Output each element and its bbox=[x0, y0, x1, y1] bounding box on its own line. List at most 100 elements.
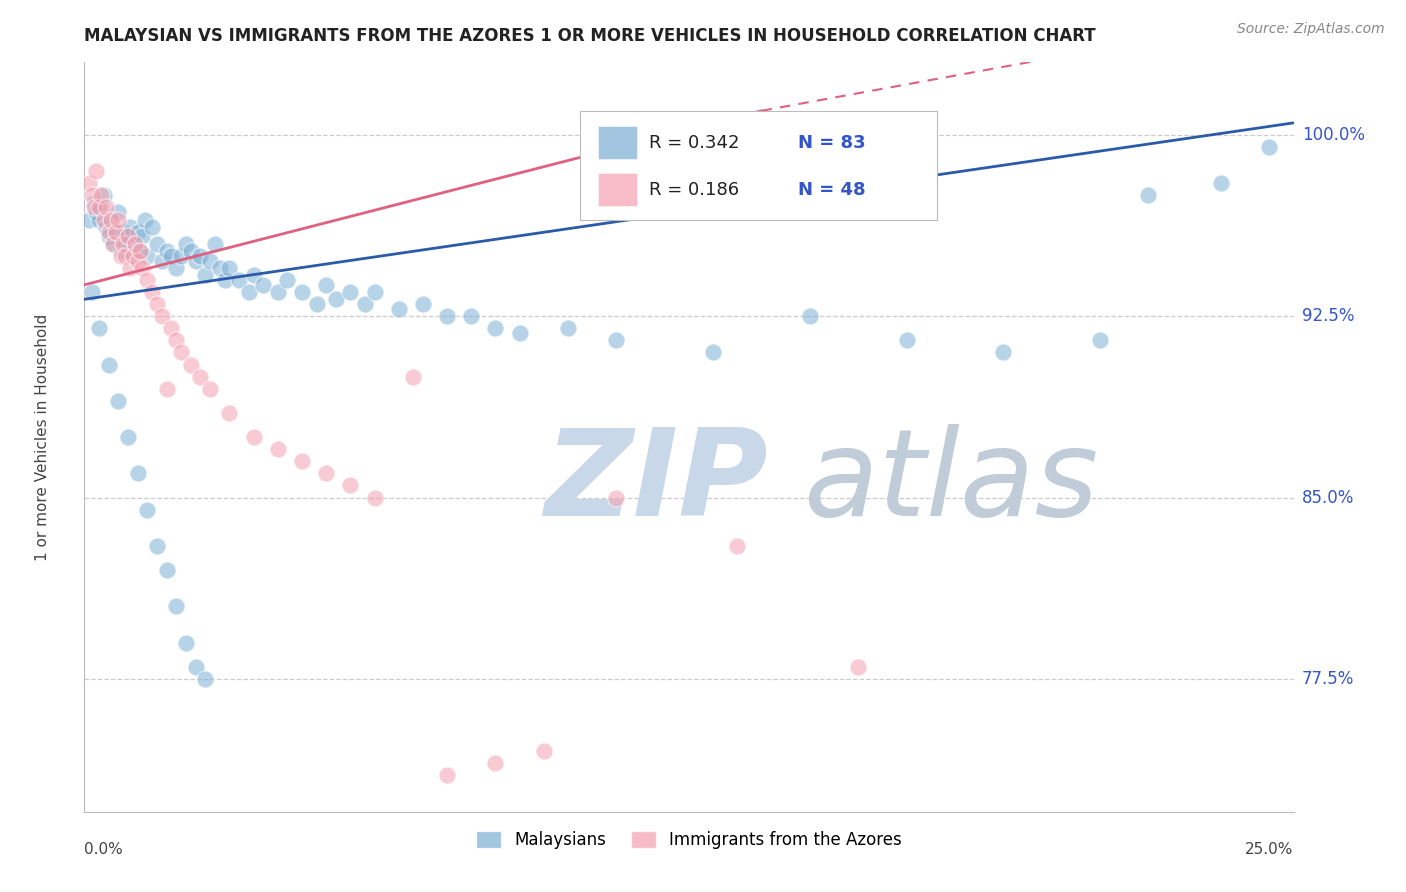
Point bbox=[208, 260, 231, 275]
Point bbox=[170, 345, 193, 359]
Point bbox=[134, 212, 156, 227]
Point bbox=[165, 599, 187, 614]
Point bbox=[90, 201, 112, 215]
Point bbox=[100, 212, 122, 227]
Point bbox=[354, 297, 377, 311]
Point bbox=[129, 244, 152, 258]
FancyBboxPatch shape bbox=[599, 126, 637, 159]
Point bbox=[87, 201, 110, 215]
Point bbox=[174, 236, 197, 251]
Point bbox=[141, 219, 163, 234]
Point bbox=[107, 393, 129, 408]
Point bbox=[204, 236, 226, 251]
Point bbox=[100, 212, 122, 227]
Point bbox=[104, 225, 127, 239]
Point bbox=[198, 382, 221, 396]
Point bbox=[86, 205, 108, 219]
Text: 100.0%: 100.0% bbox=[1302, 126, 1365, 144]
Point bbox=[127, 253, 149, 268]
Point bbox=[165, 334, 187, 348]
Point bbox=[339, 478, 361, 492]
Text: MALAYSIAN VS IMMIGRANTS FROM THE AZORES 1 OR MORE VEHICLES IN HOUSEHOLD CORRELAT: MALAYSIAN VS IMMIGRANTS FROM THE AZORES … bbox=[84, 27, 1097, 45]
Point bbox=[315, 467, 337, 481]
Point bbox=[104, 225, 127, 239]
Point bbox=[267, 442, 290, 457]
Point bbox=[460, 310, 482, 324]
Point bbox=[180, 358, 202, 372]
Point bbox=[339, 285, 361, 299]
Point bbox=[325, 293, 347, 307]
Point bbox=[190, 369, 212, 384]
Point bbox=[388, 301, 411, 316]
Point bbox=[127, 467, 149, 481]
Point bbox=[80, 188, 103, 202]
Point bbox=[363, 285, 385, 299]
Point bbox=[120, 260, 142, 275]
Point bbox=[129, 244, 152, 258]
Point bbox=[252, 277, 274, 292]
Point bbox=[1137, 188, 1160, 202]
Point bbox=[90, 188, 112, 202]
Point bbox=[117, 430, 139, 444]
Text: 85.0%: 85.0% bbox=[1302, 489, 1354, 507]
Text: N = 83: N = 83 bbox=[797, 134, 865, 152]
Text: N = 48: N = 48 bbox=[797, 181, 865, 199]
Point bbox=[150, 253, 173, 268]
Text: ZIP: ZIP bbox=[544, 424, 768, 541]
Point bbox=[184, 659, 207, 673]
Point bbox=[436, 310, 458, 324]
Point bbox=[141, 285, 163, 299]
Point bbox=[170, 249, 193, 263]
Point bbox=[94, 201, 117, 215]
Point bbox=[97, 358, 120, 372]
Text: Source: ZipAtlas.com: Source: ZipAtlas.com bbox=[1237, 22, 1385, 37]
Point bbox=[117, 229, 139, 244]
Point bbox=[194, 268, 217, 282]
Point bbox=[509, 326, 531, 340]
Point bbox=[180, 244, 202, 258]
Point bbox=[87, 212, 110, 227]
Point bbox=[150, 310, 173, 324]
Text: 92.5%: 92.5% bbox=[1302, 307, 1354, 326]
Point bbox=[136, 502, 159, 516]
Point bbox=[83, 201, 105, 215]
Point bbox=[112, 236, 135, 251]
Point bbox=[107, 205, 129, 219]
Point bbox=[112, 225, 135, 239]
Point bbox=[117, 229, 139, 244]
Point bbox=[155, 563, 177, 577]
Point bbox=[107, 212, 129, 227]
Legend: Malaysians, Immigrants from the Azores: Malaysians, Immigrants from the Azores bbox=[470, 824, 908, 855]
Point bbox=[174, 635, 197, 649]
Point bbox=[218, 260, 240, 275]
Point bbox=[94, 219, 117, 234]
Point bbox=[605, 491, 627, 505]
Point bbox=[291, 454, 314, 468]
Point bbox=[184, 253, 207, 268]
Point bbox=[93, 212, 115, 227]
Point bbox=[124, 236, 146, 251]
Point bbox=[412, 297, 434, 311]
Point bbox=[97, 229, 120, 244]
Point bbox=[305, 297, 328, 311]
Point bbox=[242, 430, 264, 444]
Point bbox=[120, 219, 142, 234]
Point bbox=[131, 229, 153, 244]
Point bbox=[194, 672, 217, 686]
Text: 1 or more Vehicles in Household: 1 or more Vehicles in Household bbox=[35, 313, 49, 561]
Point bbox=[103, 236, 125, 251]
Point bbox=[103, 236, 125, 251]
Point bbox=[484, 756, 506, 771]
Point bbox=[436, 768, 458, 782]
Point bbox=[131, 260, 153, 275]
Point bbox=[165, 260, 187, 275]
Point bbox=[228, 273, 250, 287]
Point bbox=[702, 345, 724, 359]
Text: 77.5%: 77.5% bbox=[1302, 670, 1354, 688]
Point bbox=[80, 285, 103, 299]
Point bbox=[267, 285, 290, 299]
Point bbox=[725, 539, 748, 553]
Point bbox=[557, 321, 579, 335]
Text: R = 0.342: R = 0.342 bbox=[650, 134, 740, 152]
Point bbox=[484, 321, 506, 335]
